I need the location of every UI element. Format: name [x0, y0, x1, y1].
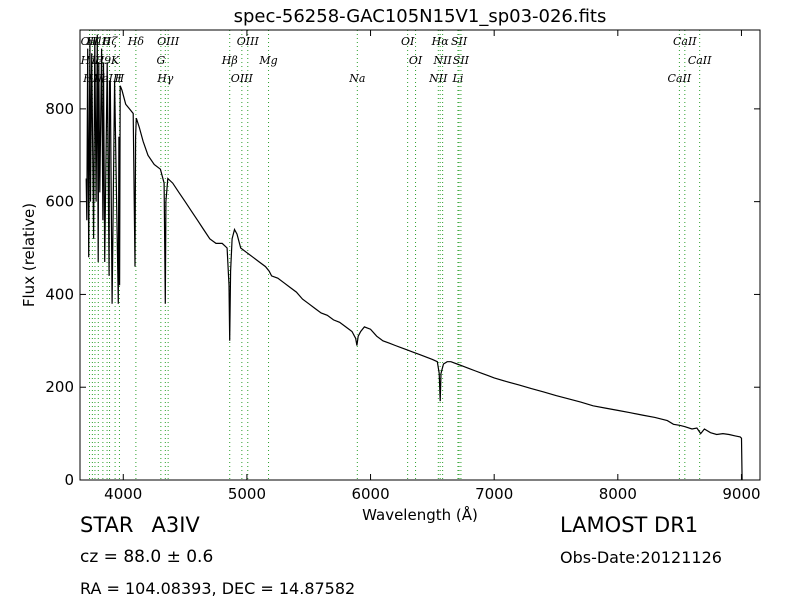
- y-tick-label: 0: [64, 471, 74, 489]
- redshift-label: cz = 88.0 ± 0.6: [80, 547, 214, 567]
- x-axis-ticks: 4000 5000 6000 7000 8000 9000: [104, 30, 761, 503]
- spectral-line-label: OI: [409, 54, 423, 67]
- x-tick-label: 4000: [104, 485, 142, 503]
- y-tick-label: 800: [45, 100, 74, 118]
- x-tick-label: 7000: [475, 485, 513, 503]
- spectral-line-label: Li: [452, 72, 464, 85]
- spectral-line-label: CaII: [688, 54, 712, 67]
- spectral-line-label: OIII: [237, 35, 260, 48]
- plot-frame: [79, 29, 761, 481]
- obs-date-label: Obs-Date:20121126: [560, 548, 722, 567]
- x-tick-label: 8000: [599, 485, 637, 503]
- x-tick-label: 9000: [722, 485, 760, 503]
- spectral-line-label: Hδ: [127, 35, 145, 48]
- spectral-line-label: H9: [94, 54, 112, 67]
- spectral-line-label: Hζ: [101, 35, 119, 48]
- spectral-line-markers: [89, 30, 701, 480]
- spectral-line-label: SII: [453, 54, 470, 67]
- y-axis-ticks: 0 200 400 600 800: [45, 100, 760, 489]
- spectral-line-labels: OIIH12H11H10H9NeIIIHζKHHδGHγOIIIHβOIIIOI…: [80, 35, 713, 85]
- x-tick-label: 6000: [351, 485, 389, 503]
- chart-title: spec-56258-GAC105N15V1_sp03-026.fits: [234, 6, 607, 27]
- spectral-line-label: Mg: [258, 54, 277, 67]
- y-tick-label: 600: [45, 193, 74, 211]
- x-axis-label: Wavelength (Å): [362, 505, 478, 524]
- spectrum-line: [85, 34, 743, 481]
- spectral-line-label: OI: [401, 35, 415, 48]
- spectral-line-label: NII: [432, 54, 452, 67]
- spectral-line-label: CaII: [673, 35, 697, 48]
- y-axis-label: Flux (relative): [20, 203, 38, 307]
- spectral-line-label: OIII: [157, 35, 180, 48]
- object-class: STAR A3IV: [80, 513, 200, 537]
- spectral-line-label: OIII: [231, 72, 254, 85]
- class-label: STAR: [80, 513, 134, 537]
- spectral-line-label: G: [156, 54, 165, 67]
- survey-label: LAMOST DR1: [560, 513, 699, 537]
- subclass-label: A3IV: [151, 513, 200, 537]
- spectral-line-label: CaII: [668, 72, 692, 85]
- spectral-line-label: Hγ: [156, 72, 174, 85]
- y-tick-label: 400: [45, 285, 74, 303]
- spectral-line-label: SII: [451, 35, 468, 48]
- spectral-line-label: K: [110, 54, 120, 67]
- coordinates-label: RA = 104.08393, DEC = 14.87582: [80, 579, 356, 598]
- spectral-line-label: NII: [428, 72, 448, 85]
- x-tick-label: 5000: [228, 485, 266, 503]
- spectral-line-label: Na: [348, 72, 365, 85]
- spectral-line-label: Hβ: [221, 54, 238, 67]
- y-tick-label: 200: [45, 378, 74, 396]
- spectral-line-label: Hα: [431, 35, 450, 48]
- spectral-line-label: H: [114, 72, 125, 85]
